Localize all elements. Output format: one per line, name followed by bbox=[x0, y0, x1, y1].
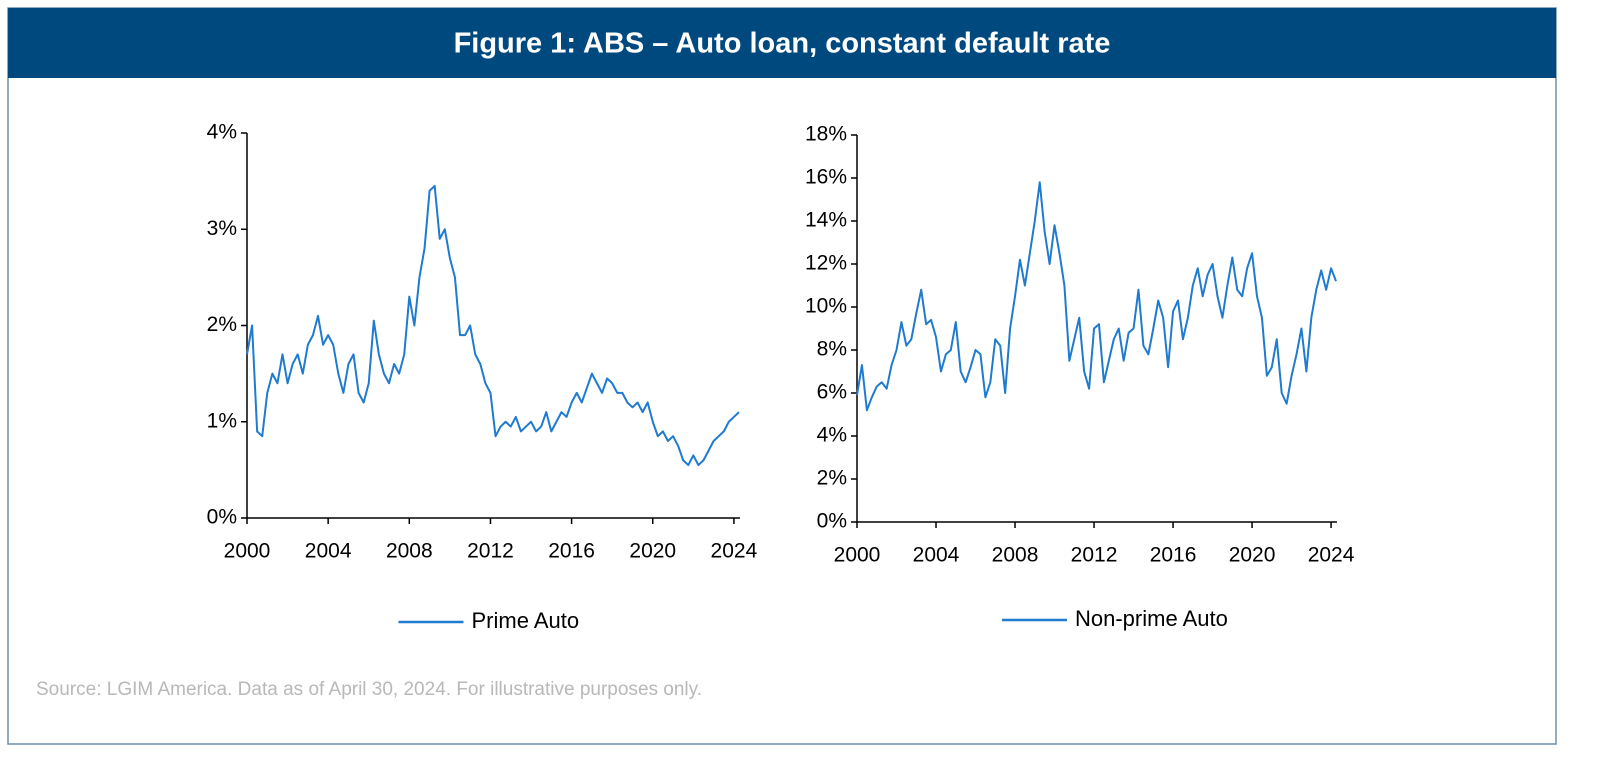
data-line bbox=[246, 184, 740, 467]
y-tick-label: 4% bbox=[207, 121, 237, 144]
x-tick-label: 2012 bbox=[467, 540, 514, 563]
x-tick-label: 2016 bbox=[548, 540, 595, 563]
x-tick-label: 2020 bbox=[629, 540, 676, 563]
legend-label: Non-prime Auto bbox=[1075, 606, 1228, 631]
x-tick-label: 2012 bbox=[1071, 544, 1118, 567]
x-tick-label: 2024 bbox=[711, 540, 758, 563]
x-tick-label: 2000 bbox=[224, 540, 271, 563]
y-tick-label: 1% bbox=[207, 409, 237, 432]
y-tick-label: 6% bbox=[817, 381, 847, 404]
x-tick-label: 2020 bbox=[1229, 544, 1276, 567]
x-tick-label: 2004 bbox=[913, 544, 960, 567]
source-note: Source: LGIM America. Data as of April 3… bbox=[36, 679, 702, 700]
y-tick-label: 14% bbox=[805, 209, 847, 232]
x-tick-label: 2024 bbox=[1308, 544, 1355, 567]
y-tick-label: 12% bbox=[805, 252, 847, 275]
y-tick-label: 8% bbox=[817, 338, 847, 361]
y-tick-label: 10% bbox=[805, 295, 847, 318]
header-bar bbox=[8, 8, 1556, 78]
x-tick-label: 2004 bbox=[305, 540, 352, 563]
x-tick-label: 2000 bbox=[834, 544, 881, 567]
y-tick-label: 4% bbox=[817, 424, 847, 447]
data-line bbox=[856, 181, 1337, 412]
x-tick-label: 2016 bbox=[1150, 544, 1197, 567]
y-tick-label: 2% bbox=[817, 467, 847, 490]
x-tick-label: 2008 bbox=[386, 540, 433, 563]
y-tick-label: 18% bbox=[805, 123, 847, 146]
y-tick-label: 3% bbox=[207, 217, 237, 240]
legend-label: Prime Auto bbox=[472, 608, 580, 633]
y-tick-label: 2% bbox=[207, 313, 237, 336]
figure-title: Figure 1: ABS – Auto loan, constant defa… bbox=[454, 28, 1111, 60]
y-tick-label: 0% bbox=[817, 510, 847, 533]
y-tick-label: 0% bbox=[207, 506, 237, 529]
y-tick-label: 16% bbox=[805, 166, 847, 189]
frame bbox=[7, 7, 1557, 745]
x-tick-label: 2008 bbox=[992, 544, 1039, 567]
